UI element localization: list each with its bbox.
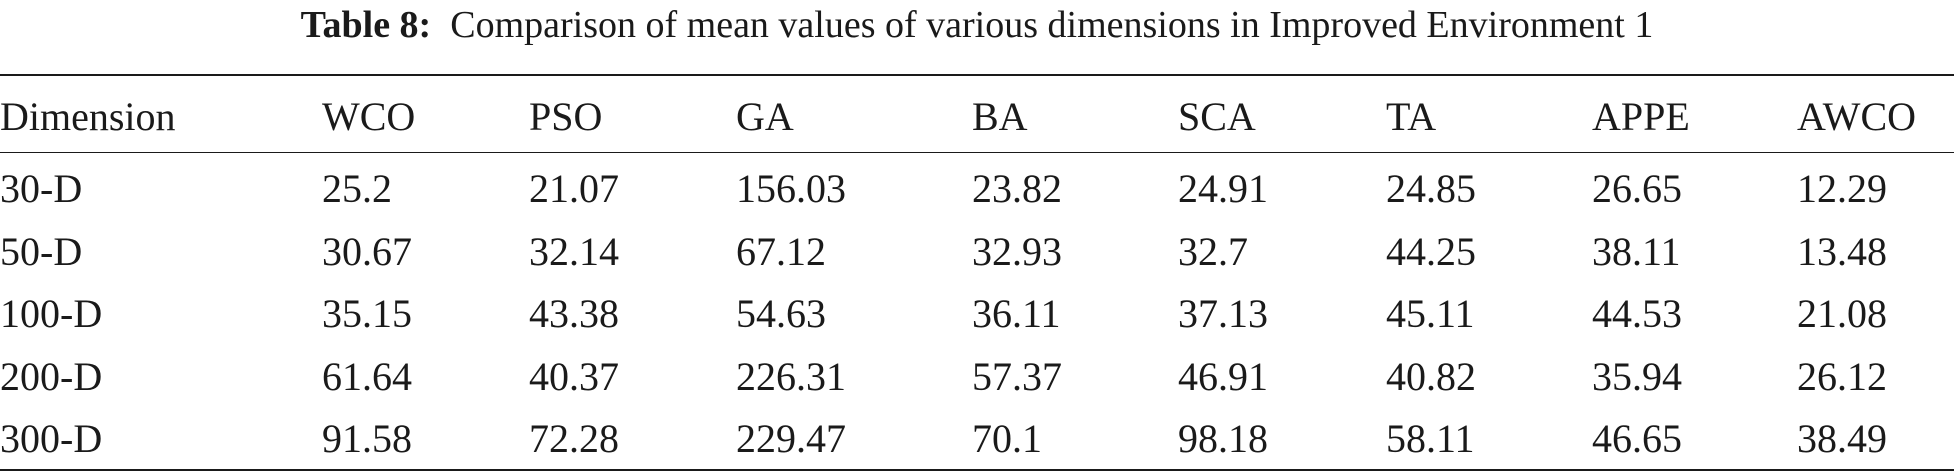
table-cell: 226.31	[736, 353, 846, 399]
table-cell: 12.29	[1797, 166, 1887, 212]
table-cell: 46.91	[1178, 353, 1268, 399]
table-cell: 57.37	[972, 353, 1062, 399]
table-cell: 98.18	[1178, 416, 1268, 462]
table-cell: 300-D	[0, 416, 103, 462]
table-cell: 35.15	[322, 291, 412, 337]
table-cell: 200-D	[0, 353, 103, 399]
table-cell: 21.08	[1797, 291, 1887, 337]
table-row: 50-D 30.67 32.14 67.12 32.93 32.7 44.25 …	[0, 221, 1954, 284]
table-bottom-rule	[0, 469, 1954, 471]
column-header-appe: APPE	[1592, 94, 1690, 139]
column-header-wco: WCO	[322, 94, 416, 139]
table-cell: 46.65	[1592, 416, 1682, 462]
table-caption-text: Comparison of mean values of various dim…	[450, 4, 1654, 46]
table-cell: 43.38	[529, 291, 619, 337]
column-header-awco: AWCO	[1797, 94, 1917, 139]
column-header-ga: GA	[736, 94, 794, 139]
table-cell: 38.11	[1592, 228, 1681, 274]
table-cell: 35.94	[1592, 353, 1682, 399]
table-cell: 156.03	[736, 166, 846, 212]
table-header-row: Dimension WCO PSO GA BA SCA TA APPE AWCO	[0, 80, 1954, 154]
table-cell: 30.67	[322, 228, 412, 274]
table-row: 300-D 91.58 72.28 229.47 70.1 98.18 58.1…	[0, 408, 1954, 471]
table-row: 100-D 35.15 43.38 54.63 36.11 37.13 45.1…	[0, 283, 1954, 346]
column-header-dimension: Dimension	[0, 94, 176, 139]
table-cell: 24.91	[1178, 166, 1268, 212]
table-cell: 26.12	[1797, 353, 1887, 399]
results-table: Dimension WCO PSO GA BA SCA TA APPE AWCO…	[0, 80, 1954, 471]
table-cell: 21.07	[529, 166, 619, 212]
table-cell: 50-D	[0, 228, 83, 274]
table-cell: 30-D	[0, 166, 83, 212]
table-cell: 32.93	[972, 228, 1062, 274]
table-cell: 45.11	[1386, 291, 1475, 337]
table-cell: 61.64	[322, 353, 412, 399]
table-cell: 72.28	[529, 416, 619, 462]
column-header-ta: TA	[1386, 94, 1437, 139]
table-cell: 26.65	[1592, 166, 1682, 212]
table-cell: 25.2	[322, 166, 392, 212]
table-cell: 36.11	[972, 291, 1061, 337]
table-cell: 37.13	[1178, 291, 1268, 337]
column-header-pso: PSO	[529, 94, 603, 139]
table-caption: Table 8: Comparison of mean values of va…	[0, 2, 1954, 48]
table-header-rule	[0, 152, 1954, 153]
table-cell: 24.85	[1386, 166, 1476, 212]
table-cell: 229.47	[736, 416, 846, 462]
column-header-sca: SCA	[1178, 94, 1256, 139]
table-caption-label: Table 8:	[300, 4, 432, 46]
table-cell: 91.58	[322, 416, 412, 462]
table-cell: 44.25	[1386, 228, 1476, 274]
table-row: 200-D 61.64 40.37 226.31 57.37 46.91 40.…	[0, 346, 1954, 409]
table-cell: 70.1	[972, 416, 1042, 462]
table-cell: 23.82	[972, 166, 1062, 212]
table-cell: 40.82	[1386, 353, 1476, 399]
table-cell: 32.7	[1178, 228, 1248, 274]
column-header-ba: BA	[972, 94, 1028, 139]
table-cell: 40.37	[529, 353, 619, 399]
table-cell: 38.49	[1797, 416, 1887, 462]
table-cell: 67.12	[736, 228, 826, 274]
table-cell: 32.14	[529, 228, 619, 274]
table-cell: 100-D	[0, 291, 103, 337]
table-top-rule	[0, 74, 1954, 76]
table-cell: 58.11	[1386, 416, 1475, 462]
table-cell: 44.53	[1592, 291, 1682, 337]
table-cell: 54.63	[736, 291, 826, 337]
table-cell: 13.48	[1797, 228, 1887, 274]
table-row: 30-D 25.2 21.07 156.03 23.82 24.91 24.85…	[0, 154, 1954, 221]
